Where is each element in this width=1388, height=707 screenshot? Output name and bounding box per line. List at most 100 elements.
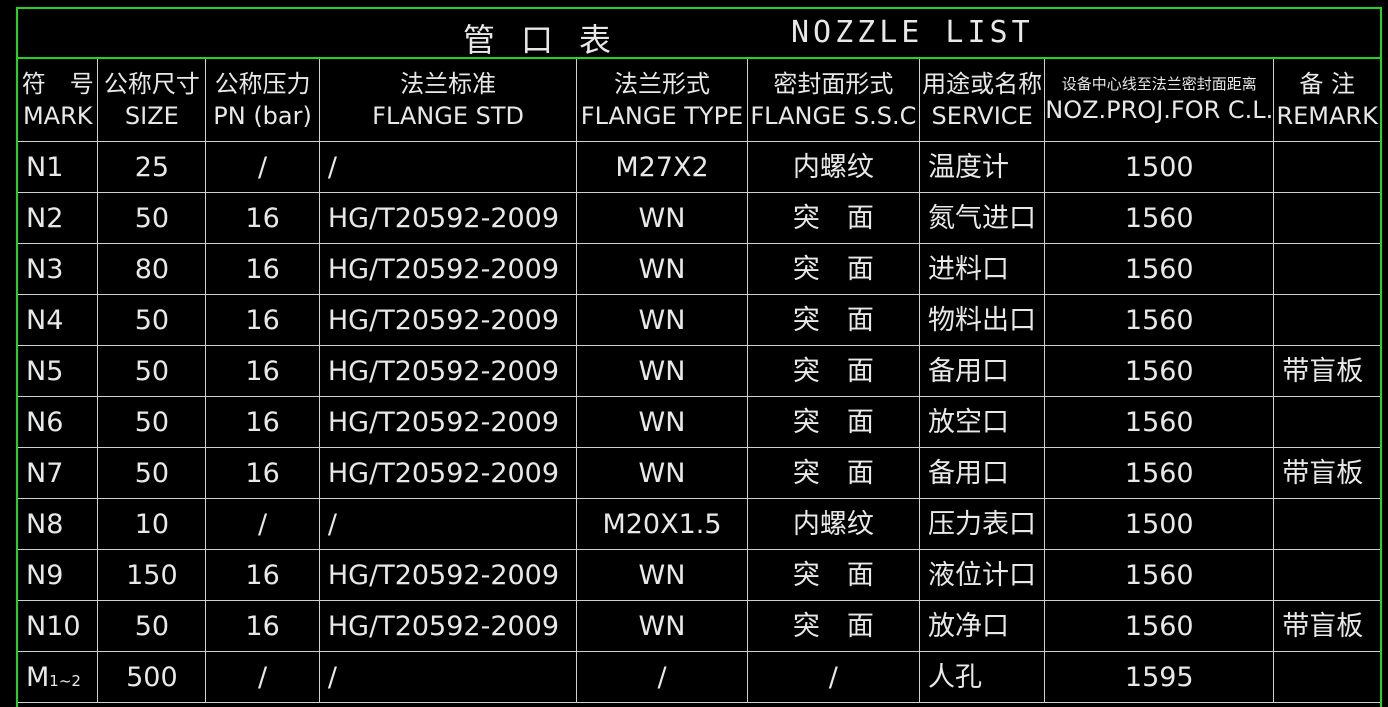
cell-service: 压力表口 [919,498,1046,550]
cell-flange-type: M27X2 [576,141,748,193]
cell-remark: 带盲板 [1273,345,1380,397]
cell-nozzle-projection: 1560 [1044,192,1275,244]
header-flange-ssc: 密封面形式 FLANGE S.S.C [746,59,921,142]
mark-text: N4 [26,304,64,336]
cell-flange-std: HG/T20592-2009 [318,294,578,346]
header-en: SERVICE [931,102,1033,130]
cell-nozzle-projection: 1560 [1044,396,1275,448]
mark-text: M [26,661,50,693]
header-cn: 符 号 [21,69,94,98]
cell-remark [1273,243,1380,295]
cell-service: 备用口 [919,345,1046,397]
cell-service: 放空口 [919,396,1046,448]
cell-nozzle-projection: 1560 [1044,243,1275,295]
cell-size: 50 [97,396,207,448]
table-row: N10 50 16 HG/T20592-2009 WN 突 面放净口 1560 带盲板 [18,600,1380,652]
cell-size: 10 [97,498,207,550]
table-row: M1~2 500// / / 人孔 1595 [18,651,1380,703]
header-en: FLANGE S.S.C [750,102,917,130]
cell-pn: 16 [205,600,320,652]
cell-mark: N1 [18,141,99,193]
cell-nozzle-projection: 1500 [1044,498,1275,550]
title-en: NOZZLE LIST [791,15,1034,50]
cell-pn: 16 [205,447,320,499]
header-cn: 法兰标准 [400,69,497,98]
cell-mark: N7 [18,447,99,499]
mark-text: N5 [26,355,64,387]
cell-remark [1273,498,1380,550]
title-cn: 管口表 [463,21,638,59]
cell-remark [1273,294,1380,346]
cell-pn: / [205,141,320,193]
cell-remark: 带盲板 [1273,447,1380,499]
cell-flange-type: WN [576,447,748,499]
table-row: N4 50 16 HG/T20592-2009 WN 突 面物料出口 1560 [18,294,1380,346]
cell-flange-std: HG/T20592-2009 [318,243,578,295]
cell-remark [1273,549,1380,601]
cell-mark: N2 [18,192,99,244]
cell-flange-std: HG/T20592-2009 [318,447,578,499]
cell-flange-std: HG/T20592-2009 [318,600,578,652]
cell-flange-ssc: 突 面 [746,447,921,499]
cell-flange-type: / [576,651,748,703]
table-row: N1 25// M27X2 内螺纹 温度计 1500 [18,141,1380,193]
cell-mark: N10 [18,600,99,652]
cell-flange-ssc: 突 面 [746,192,921,244]
cell-service: 放净口 [919,600,1046,652]
header-cn: 设备中心线至法兰密封面距离 [1061,74,1257,93]
cell-remark [1273,141,1380,193]
cell-flange-ssc: 突 面 [746,345,921,397]
cell-flange-ssc: 突 面 [746,600,921,652]
cell-size: 50 [97,345,207,397]
cell-flange-std: / [318,498,578,550]
cell-flange-type: WN [576,192,748,244]
cell-mark: N8 [18,498,99,550]
header-en: MARK [22,102,93,130]
header-service: 用途或名称 SERVICE [919,59,1046,142]
cell-mark: N6 [18,396,99,448]
mark-text: N1 [26,151,64,183]
table-row: N2 50 16 HG/T20592-2009 WN 突 面氮气进口 1560 [18,192,1380,244]
cell-flange-ssc: 突 面 [746,396,921,448]
header-flange-std: 法兰标准 FLANGE STD [318,59,578,142]
cell-service: 温度计 [919,141,1046,193]
mark-text: N3 [26,253,64,285]
header-row: 符 号 MARK 公称尺寸 SIZE 公称压力 PN (bar) 法兰标准 FLANGE ST… [18,59,1380,142]
table-row: N7 50 16 HG/T20592-2009 WN 突 面备用口 1560 带盲板 [18,447,1380,499]
cell-service: 物料出口 [919,294,1046,346]
cell-flange-ssc: 内螺纹 [746,498,921,550]
cell-remark: 带盲板 [1273,600,1380,652]
header-size: 公称尺寸 SIZE [97,59,207,142]
title-bar: 管口表 NOZZLE LIST [18,9,1380,59]
cell-size: 50 [97,192,207,244]
nozzle-list-sheet: 管口表 NOZZLE LIST 符 号 MARK 公称尺寸 SIZE 公称压力 PN (b… [16,7,1382,707]
cell-flange-std: HG/T20592-2009 [318,345,578,397]
cell-size: 50 [97,294,207,346]
cell-flange-ssc: 内螺纹 [746,141,921,193]
mark-text: N6 [26,406,64,438]
header-flange-type: 法兰形式 FLANGE TYPE [576,59,748,142]
mark-text: N9 [26,559,64,591]
cell-service: 进料口 [919,243,1046,295]
header-pn: 公称压力 PN (bar) [205,59,320,142]
header-cn: 备 注 [1299,69,1355,98]
cell-size: 50 [97,600,207,652]
cell-pn: / [205,498,320,550]
cell-remark [1273,192,1380,244]
cell-size: 80 [97,243,207,295]
cell-pn: 16 [205,345,320,397]
cell-flange-ssc: / [746,651,921,703]
cell-pn: 16 [205,294,320,346]
cell-size: 50 [97,447,207,499]
cell-flange-ssc: 突 面 [746,549,921,601]
cell-nozzle-projection: 1500 [1044,141,1275,193]
cell-nozzle-projection: 1560 [1044,549,1275,601]
header-en: SIZE [124,102,179,130]
cell-flange-type: WN [576,243,748,295]
cell-pn: / [205,651,320,703]
cell-nozzle-projection: 1595 [1044,651,1275,703]
header-en: REMARK [1276,102,1378,130]
cell-service: 氮气进口 [919,192,1046,244]
header-cn: 公称尺寸 [103,69,200,98]
cell-flange-type: WN [576,600,748,652]
